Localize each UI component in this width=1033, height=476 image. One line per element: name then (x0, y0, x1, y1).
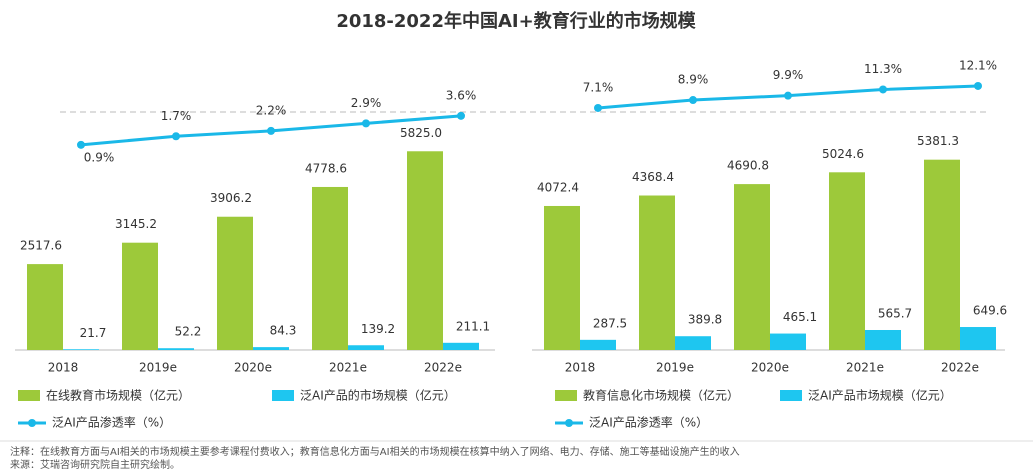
x-tick-label: 2020e (751, 361, 789, 375)
bar (27, 264, 63, 350)
bar (312, 186, 348, 350)
data-label: 4072.4 (537, 180, 579, 194)
x-tick-label: 2018 (565, 361, 596, 375)
x-tick-label: 2022e (424, 361, 462, 375)
data-label: 2.2% (256, 103, 287, 117)
source: 来源：艾瑞咨询研究院自主研究绘制。 (10, 458, 180, 471)
data-label: 287.5 (593, 316, 627, 330)
point (267, 126, 275, 135)
point (879, 85, 887, 94)
bar (675, 336, 711, 350)
bar (829, 172, 865, 350)
bar (734, 184, 770, 350)
data-label: 5024.6 (822, 147, 864, 161)
legend-swatch (18, 390, 40, 401)
data-label: 2517.6 (20, 239, 62, 253)
point (457, 111, 465, 120)
x-tick-label: 2018 (48, 361, 79, 375)
data-label: 565.7 (878, 306, 912, 320)
bar (158, 348, 194, 350)
data-label: 4368.4 (632, 170, 674, 184)
data-label: 3906.2 (210, 191, 252, 205)
legend-label: 教育信息化市场规模（亿元） (583, 388, 739, 403)
bar (348, 345, 384, 350)
bar (407, 151, 443, 350)
bar (770, 333, 806, 350)
bar (253, 347, 289, 350)
bar (924, 159, 960, 350)
data-label: 4690.8 (727, 159, 769, 173)
x-tick-label: 2019e (139, 361, 177, 375)
legend-label: 在线教育市场规模（亿元） (46, 388, 190, 403)
bar (544, 205, 580, 350)
point (362, 119, 370, 128)
x-tick-label: 2022e (941, 361, 979, 375)
data-label: 8.9% (678, 73, 709, 87)
legend-marker (565, 419, 573, 427)
x-tick-label: 2021e (846, 361, 884, 375)
bar (865, 329, 901, 350)
data-label: 7.1% (583, 80, 614, 94)
data-label: 139.2 (361, 322, 395, 336)
data-label: 84.3 (270, 324, 297, 338)
data-label: 0.9% (84, 150, 115, 164)
data-label: 3145.2 (115, 217, 157, 231)
data-label: 2.9% (351, 96, 382, 110)
bar (443, 342, 479, 350)
point (974, 81, 982, 90)
x-tick-label: 2021e (329, 361, 367, 375)
legend-marker (28, 419, 36, 427)
x-tick-label: 2020e (234, 361, 272, 375)
data-label: 1.7% (161, 109, 192, 123)
bar (122, 242, 158, 350)
bar (63, 349, 99, 350)
legend-label: 泛AI产品渗透率（%） (52, 415, 171, 430)
data-label: 649.6 (973, 304, 1007, 318)
data-label: 5825.0 (400, 126, 442, 140)
legend-swatch (780, 390, 802, 401)
note: 注释：在线教育方面与AI相关的市场规模主要参考课程付费收入；教育信息化方面与AI… (10, 445, 740, 458)
data-label: 12.1% (959, 58, 997, 72)
point (784, 91, 792, 100)
point (77, 140, 85, 149)
bar (217, 216, 253, 350)
legend-label: 泛AI产品市场规模（亿元） (808, 388, 952, 403)
legend-swatch (272, 390, 294, 401)
point (689, 96, 697, 105)
data-label: 52.2 (175, 325, 202, 339)
legend-label: 泛AI产品的市场规模（亿元） (300, 388, 456, 403)
data-label: 211.1 (456, 319, 490, 333)
x-tick-label: 2019e (656, 361, 694, 375)
legend-swatch (555, 390, 577, 401)
data-label: 21.7 (80, 326, 107, 340)
point (172, 132, 180, 141)
data-label: 9.9% (773, 68, 804, 82)
data-label: 465.1 (783, 310, 817, 324)
data-label: 3.6% (446, 88, 477, 102)
data-label: 11.3% (864, 62, 902, 76)
data-label: 389.8 (688, 313, 722, 327)
point (594, 103, 602, 112)
data-label: 5381.3 (917, 134, 959, 148)
data-label: 4778.6 (305, 161, 347, 175)
bar (580, 339, 616, 350)
chart-title: 2018-2022年中国AI+教育行业的市场规模 (336, 10, 696, 32)
legend-label: 泛AI产品渗透率（%） (589, 415, 708, 430)
bar (960, 327, 996, 350)
bar (639, 195, 675, 350)
